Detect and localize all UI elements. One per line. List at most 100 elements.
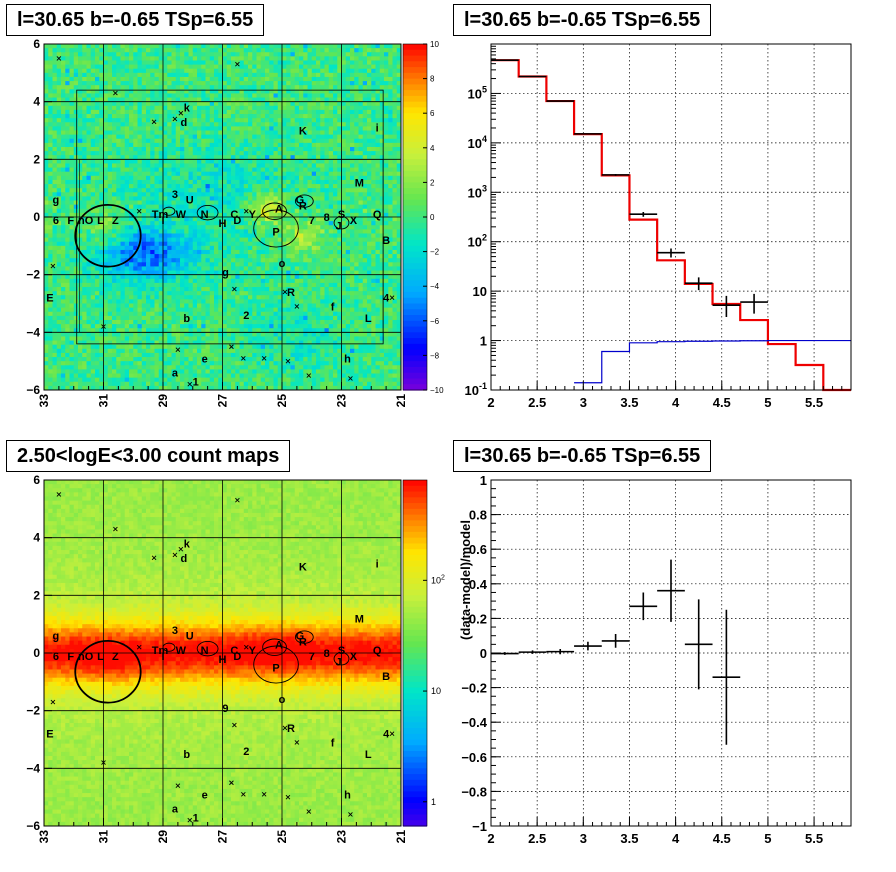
- source-cross-marker: [306, 809, 312, 814]
- y-tick-label: −4: [26, 761, 40, 775]
- spectrum-grid: [490, 44, 851, 390]
- source-label: 3: [172, 189, 178, 201]
- source-label: nO: [78, 215, 94, 227]
- source-cross-marker: [232, 722, 237, 728]
- colorbar-segment: [403, 612, 427, 619]
- colorbar-tick-label: −4: [430, 282, 440, 291]
- colorbar-segment: [403, 526, 427, 533]
- source-label: L: [365, 313, 372, 325]
- source-label: 2: [243, 746, 249, 758]
- colorbar-segment: [403, 762, 427, 769]
- residuals-grid: [490, 480, 851, 826]
- colorbar-segment: [403, 664, 427, 671]
- x-tick-label: 4.5: [713, 395, 731, 410]
- source-label: f: [331, 737, 335, 749]
- source-cross-marker: [172, 552, 178, 558]
- source-circle-marker: [294, 630, 314, 644]
- source-label: H: [219, 218, 227, 230]
- source-label: Tm: [152, 209, 169, 221]
- source-label: 4: [383, 729, 390, 741]
- source-label: H: [219, 654, 227, 666]
- colorbar-segment: [403, 658, 427, 666]
- source-label: L: [97, 215, 104, 227]
- x-tick-label: 29: [156, 830, 170, 844]
- source-label: i: [376, 123, 379, 135]
- source-cross-marker: [348, 812, 353, 817]
- colorbar-tick-label: 6: [430, 109, 435, 118]
- colorbar-segment: [403, 263, 427, 270]
- colorbar-segment: [403, 136, 427, 143]
- y-tick-label: 105: [468, 84, 487, 101]
- source-label: Q: [373, 645, 382, 657]
- source-cross-marker: [235, 61, 240, 67]
- x-tick-label: 21: [394, 394, 408, 408]
- y-tick-label: 2: [33, 152, 40, 166]
- source-label: U: [186, 631, 194, 643]
- colorbar-segment: [403, 653, 427, 660]
- colorbar-segment: [403, 95, 427, 103]
- x-tick-label: 33: [37, 830, 51, 844]
- source-label: 7: [309, 215, 315, 227]
- source-label: F: [67, 215, 74, 227]
- colorbar-segment: [403, 257, 427, 264]
- colorbar-segment: [403, 704, 427, 712]
- source-cross-marker: [151, 119, 157, 125]
- source-cross-marker: [294, 740, 300, 745]
- x-tick-label: 5: [764, 831, 771, 846]
- source-label: Z: [112, 651, 119, 663]
- colorbar-segment: [403, 124, 427, 132]
- colorbar-segment: [403, 751, 427, 758]
- source-cross-marker: [136, 644, 142, 650]
- source-label: B: [382, 671, 390, 683]
- source-label: nO: [78, 651, 94, 663]
- source-label: d: [180, 553, 187, 565]
- source-circle-marker: [196, 641, 219, 657]
- colorbar-segment: [403, 733, 427, 741]
- source-label: P: [272, 226, 279, 238]
- colorbar-tick-label: 4: [430, 144, 435, 153]
- source-label: 9: [222, 703, 228, 715]
- source-cross-marker: [101, 324, 106, 329]
- source-cross-marker: [282, 289, 288, 295]
- model-source-step-line: [574, 339, 851, 384]
- source-label: o: [279, 258, 286, 270]
- colorbar-segment: [403, 182, 427, 189]
- data-point: [629, 211, 658, 217]
- colorbar-segment: [403, 624, 427, 631]
- x-tick-label: 2.5: [528, 395, 546, 410]
- source-circle-marker: [162, 642, 176, 652]
- x-tick-label: 5.5: [805, 831, 823, 846]
- source-label: R: [299, 200, 307, 212]
- source-label: D: [233, 215, 241, 227]
- colorbar-segment: [403, 595, 427, 602]
- colorbar-segment: [403, 205, 427, 212]
- colorbar-segment: [403, 176, 427, 183]
- residual-point: [491, 652, 519, 655]
- colorbar-tick-label: −6: [430, 317, 440, 326]
- colorbar-segment: [403, 508, 427, 516]
- y-tick-label: −2: [26, 268, 40, 282]
- colorbar-segment: [403, 485, 427, 493]
- colorbar-segment: [403, 332, 427, 339]
- colorbar-segment: [403, 280, 427, 287]
- map-pixels: [44, 480, 402, 827]
- source-label: E: [46, 729, 53, 741]
- colorbar-segment: [403, 343, 427, 351]
- colorbar-segment: [403, 589, 427, 596]
- source-circle-marker: [333, 216, 350, 230]
- source-cross-marker: [113, 90, 118, 96]
- colorbar-segment: [403, 676, 427, 683]
- source-label: G: [296, 195, 305, 207]
- y-tick-label: 1: [480, 334, 487, 349]
- colorbar-segment: [403, 503, 427, 510]
- colorbar-segment: [403, 531, 427, 539]
- colorbar-segment: [403, 361, 427, 368]
- colorbar-segment: [403, 291, 427, 299]
- source-label: Q: [373, 209, 382, 221]
- residual-point: [546, 649, 575, 655]
- source-cross-marker: [389, 731, 395, 737]
- colorbar-segment: [403, 491, 427, 498]
- source-cross-marker: [50, 699, 56, 705]
- source-cross-marker: [229, 780, 234, 786]
